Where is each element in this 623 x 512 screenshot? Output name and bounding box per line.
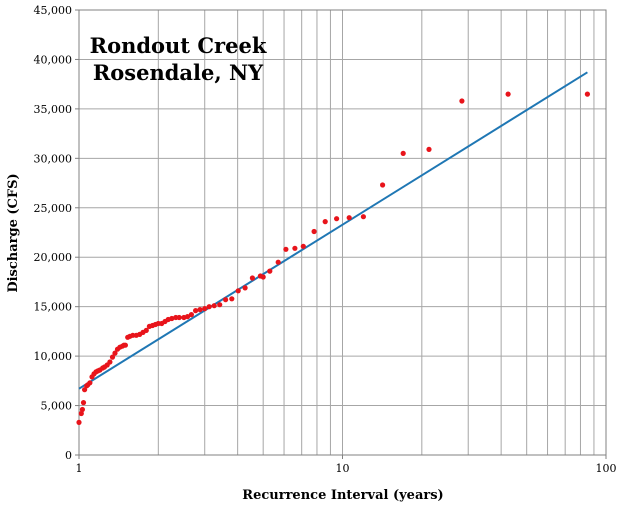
data-point xyxy=(109,354,116,360)
x-tick-label: 10 xyxy=(336,462,350,475)
data-point xyxy=(79,406,85,413)
y-tick-label: 30,000 xyxy=(34,152,73,165)
tick-labels: 0 5,000 10,000 15,000 20,000 25,000 30,000 35,0… xyxy=(34,4,617,475)
data-point xyxy=(80,400,87,406)
data-point xyxy=(193,308,199,314)
data-point xyxy=(82,387,88,393)
fit-line-layer xyxy=(78,71,588,390)
x-tick-label: 100 xyxy=(596,462,617,475)
y-tick-label: 0 xyxy=(65,449,72,462)
data-point xyxy=(459,98,465,104)
y-tick-label: 15,000 xyxy=(34,301,73,314)
data-point xyxy=(311,228,317,235)
data-point xyxy=(242,285,248,291)
x-tick-label: 1 xyxy=(76,462,83,475)
y-tick-label: 45,000 xyxy=(34,4,73,17)
data-point xyxy=(346,215,352,221)
data-point xyxy=(235,288,241,294)
data-point xyxy=(229,296,235,302)
data-point xyxy=(176,314,182,321)
data-point xyxy=(400,150,406,156)
y-tick-label: 10,000 xyxy=(34,350,73,363)
data-point xyxy=(334,216,340,222)
data-point xyxy=(202,306,208,312)
x-axis-title: Recurrence Interval (years) xyxy=(242,488,443,503)
data-point xyxy=(188,312,194,318)
data-point xyxy=(283,246,289,252)
data-point xyxy=(267,268,273,274)
grid-lines xyxy=(79,9,606,455)
data-point xyxy=(260,274,266,280)
data-point xyxy=(426,146,432,152)
data-point xyxy=(76,419,82,425)
chart-title-line-1: Rondout Creek xyxy=(90,33,267,58)
data-point xyxy=(112,350,118,356)
data-point xyxy=(292,245,298,251)
data-point xyxy=(275,259,281,265)
data-point xyxy=(197,307,203,313)
chart-title: Rondout Creek Rosendale, NY xyxy=(90,33,267,85)
data-point xyxy=(122,342,128,348)
y-axis-title: Discharge (CFS) xyxy=(6,173,21,292)
data-point xyxy=(206,304,212,310)
fit-line xyxy=(78,71,588,390)
data-point xyxy=(169,315,175,322)
data-point xyxy=(184,314,191,320)
data-point xyxy=(223,297,229,303)
data-point xyxy=(584,91,591,97)
data-point xyxy=(78,410,84,417)
data-point xyxy=(249,275,255,281)
data-point xyxy=(107,359,113,365)
data-point xyxy=(143,327,149,333)
y-tick-label: 5,000 xyxy=(41,400,73,413)
y-tick-label: 25,000 xyxy=(34,202,73,215)
chart-title-line-2: Rosendale, NY xyxy=(93,60,264,85)
data-point xyxy=(217,302,223,308)
y-tick-label: 40,000 xyxy=(34,53,73,66)
data-point xyxy=(380,182,386,188)
data-points xyxy=(76,91,591,425)
data-point xyxy=(211,303,217,309)
data-point xyxy=(505,91,511,97)
data-point xyxy=(300,243,306,249)
data-point xyxy=(87,380,93,386)
y-tick-label: 35,000 xyxy=(34,103,73,116)
y-tick-label: 20,000 xyxy=(34,251,73,264)
data-point xyxy=(322,219,328,225)
data-point xyxy=(360,214,366,220)
axes xyxy=(75,9,607,459)
